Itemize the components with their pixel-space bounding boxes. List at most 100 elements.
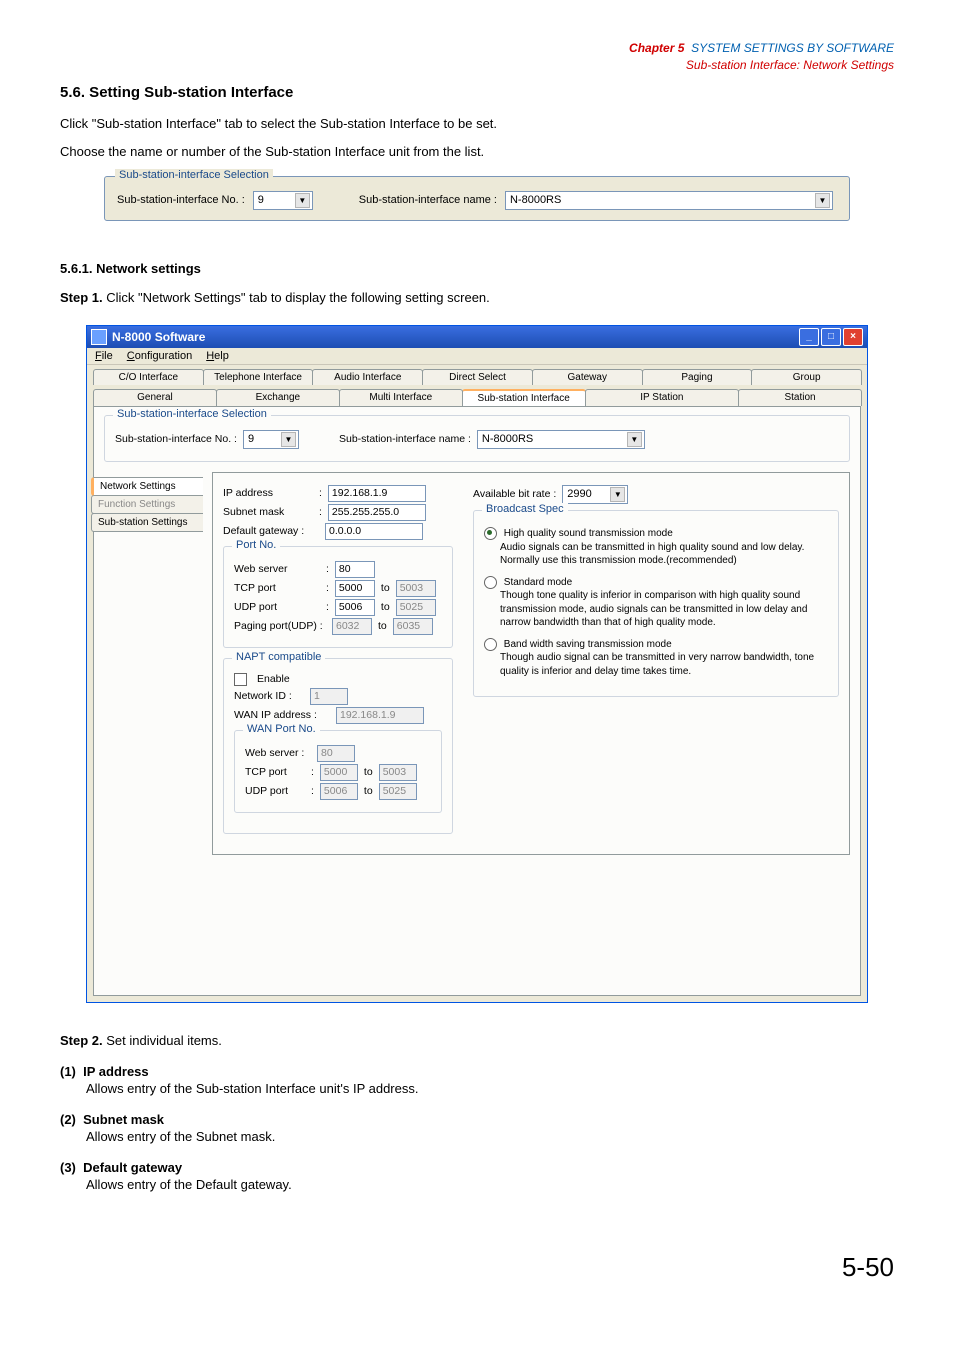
step-2-label: Step 2. xyxy=(60,1033,103,1048)
tabs-row-1: C/O Interface Telephone Interface Audio … xyxy=(87,365,867,385)
item-2-desc: Allows entry of the Subnet mask. xyxy=(86,1129,894,1144)
chevron-down-icon: ▼ xyxy=(610,487,625,502)
item-3-head: (3) Default gateway xyxy=(60,1160,894,1175)
udp-from-input[interactable]: 5006 xyxy=(335,599,375,616)
selection-fieldset: Sub-station-interface Selection Sub-stat… xyxy=(104,176,850,221)
tab-gateway[interactable]: Gateway xyxy=(532,369,643,385)
wudp-to-input: 5025 xyxy=(379,783,417,800)
wweb-input: 80 xyxy=(317,745,355,762)
netid-input: 1 xyxy=(310,688,348,705)
sel-no-dropdown[interactable]: 9 ▼ xyxy=(253,191,313,210)
inner-selection-group: Sub-station-interface Selection Sub-stat… xyxy=(104,415,850,462)
inner-sel-name-value: N-8000RS xyxy=(482,433,533,445)
napt-group: NAPT compatible Enable Network ID :1 WAN… xyxy=(223,658,453,834)
radio-standard[interactable] xyxy=(484,576,497,589)
vtab-network-settings[interactable]: Network Settings xyxy=(91,477,203,496)
tab-direct-select[interactable]: Direct Select xyxy=(422,369,533,385)
maximize-button[interactable]: □ xyxy=(821,328,841,346)
item-3-num: (3) xyxy=(60,1160,76,1175)
item-2-head: (2) Subnet mask xyxy=(60,1112,894,1127)
enable-label: Enable xyxy=(257,673,290,685)
wtcp-to-input: 5003 xyxy=(379,764,417,781)
menu-file[interactable]: File xyxy=(95,350,113,362)
inner-sel-no-dropdown[interactable]: 9 ▼ xyxy=(243,430,299,449)
vtab-substation-settings[interactable]: Sub-station Settings xyxy=(91,513,203,532)
tab-telephone-interface[interactable]: Telephone Interface xyxy=(203,369,314,385)
titlebar: N-8000 Software _ □ × xyxy=(87,326,867,348)
menu-configuration[interactable]: Configuration xyxy=(127,350,192,362)
tab-audio-interface[interactable]: Audio Interface xyxy=(312,369,423,385)
tab-station[interactable]: Station xyxy=(738,389,862,406)
intro-text-2: Choose the name or number of the Sub-sta… xyxy=(60,143,894,161)
tab-multi-interface[interactable]: Multi Interface xyxy=(339,389,463,406)
web-input[interactable]: 80 xyxy=(335,561,375,578)
vertical-tabs: Network Settings Function Settings Sub-s… xyxy=(91,477,203,531)
tcp-to-input: 5003 xyxy=(396,580,436,597)
paging-from-input: 6032 xyxy=(332,618,372,635)
network-settings-panel: IP address:192.168.1.9 Subnet mask:255.2… xyxy=(212,472,850,855)
minimize-button[interactable]: _ xyxy=(799,328,819,346)
sel-name-value: N-8000RS xyxy=(510,194,561,206)
intro-text-1: Click "Sub-station Interface" tab to sel… xyxy=(60,115,894,133)
inner-sel-name-dropdown[interactable]: N-8000RS ▼ xyxy=(477,430,645,449)
wudp-label: UDP port xyxy=(245,785,305,797)
wtcp-from-input: 5000 xyxy=(320,764,358,781)
tcp-from-input[interactable]: 5000 xyxy=(335,580,375,597)
item-2-num: (2) xyxy=(60,1112,76,1127)
opt2-title: Standard mode xyxy=(504,577,572,588)
vtab-function-settings[interactable]: Function Settings xyxy=(91,495,203,514)
portno-group: Port No. Web server:80 TCP port:5000to50… xyxy=(223,546,453,648)
sel-name-dropdown[interactable]: N-8000RS ▼ xyxy=(505,191,833,210)
chapter-label: Chapter 5 xyxy=(629,41,684,55)
paging-to-input: 6035 xyxy=(393,618,433,635)
ip-input[interactable]: 192.168.1.9 xyxy=(328,485,426,502)
step-2-text: Set individual items. xyxy=(106,1033,222,1048)
radio-high-quality[interactable] xyxy=(484,527,497,540)
tab-general[interactable]: General xyxy=(93,389,217,406)
item-3-desc: Allows entry of the Default gateway. xyxy=(86,1177,894,1192)
netid-label: Network ID : xyxy=(234,690,304,702)
step-1-line: Step 1. Click "Network Settings" tab to … xyxy=(60,290,894,305)
window-title: N-8000 Software xyxy=(112,330,205,344)
enable-checkbox[interactable] xyxy=(234,673,247,686)
app-window: N-8000 Software _ □ × File Configuration… xyxy=(86,325,868,1003)
opt1-title: High quality sound transmission mode xyxy=(504,528,673,539)
avail-label: Available bit rate : xyxy=(473,488,556,500)
broadcast-spec-group: Broadcast Spec High quality sound transm… xyxy=(473,510,839,697)
inner-sel-no-label: Sub-station-interface No. : xyxy=(115,433,237,445)
wanport-legend: WAN Port No. xyxy=(243,723,320,735)
step-1-label: Step 1. xyxy=(60,290,103,305)
item-1-desc: Allows entry of the Sub-station Interfac… xyxy=(86,1081,894,1096)
gw-label: Default gateway : xyxy=(223,525,319,537)
udp-label: UDP port xyxy=(234,601,320,613)
close-button[interactable]: × xyxy=(843,328,863,346)
step-1-text: Click "Network Settings" tab to display … xyxy=(106,290,490,305)
udp-to-input: 5025 xyxy=(396,599,436,616)
tab-group[interactable]: Group xyxy=(751,369,862,385)
subnet-input[interactable]: 255.255.255.0 xyxy=(328,504,426,521)
tab-substation-interface[interactable]: Sub-station Interface xyxy=(462,389,586,406)
gw-input[interactable]: 0.0.0.0 xyxy=(325,523,423,540)
chevron-down-icon: ▼ xyxy=(281,432,296,447)
wtcp-label: TCP port xyxy=(245,766,305,778)
item-2-title: Subnet mask xyxy=(83,1112,164,1127)
sel-no-label: Sub-station-interface No. : xyxy=(117,194,245,206)
tab-ip-station[interactable]: IP Station xyxy=(585,389,739,406)
opt1-body: Audio signals can be transmitted in high… xyxy=(500,541,828,568)
section-title: 5.6. Setting Sub-station Interface xyxy=(60,84,894,101)
radio-bandwidth-saving[interactable] xyxy=(484,638,497,651)
inner-sel-no-value: 9 xyxy=(248,433,254,445)
inner-sel-name-label: Sub-station-interface name : xyxy=(339,433,471,445)
selection-legend: Sub-station-interface Selection xyxy=(115,169,273,181)
menubar: File Configuration Help xyxy=(87,348,867,365)
avail-dropdown[interactable]: 2990 ▼ xyxy=(562,485,628,504)
chapter-header: Chapter 5 SYSTEM SETTINGS BY SOFTWARE Su… xyxy=(60,40,894,74)
tab-paging[interactable]: Paging xyxy=(642,369,753,385)
chevron-down-icon: ▼ xyxy=(295,193,310,208)
menu-help[interactable]: Help xyxy=(206,350,229,362)
tabs-row-2: General Exchange Multi Interface Sub-sta… xyxy=(87,385,867,406)
web-label: Web server xyxy=(234,563,320,575)
tab-co-interface[interactable]: C/O Interface xyxy=(93,369,204,385)
sel-name-label: Sub-station-interface name : xyxy=(359,194,497,206)
tab-exchange[interactable]: Exchange xyxy=(216,389,340,406)
